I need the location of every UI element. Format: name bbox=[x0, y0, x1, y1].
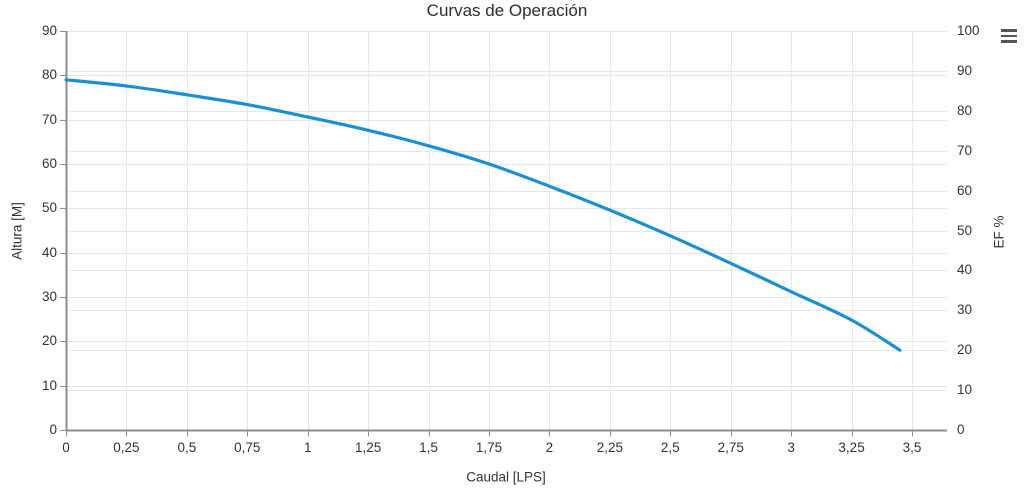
x-tick-label: 0 bbox=[62, 440, 70, 455]
left-y-tick-label: 60 bbox=[41, 156, 57, 171]
right-y-tick-label: 10 bbox=[957, 382, 973, 398]
x-tick-label: 2,5 bbox=[660, 440, 680, 455]
right-y-tick-label: 70 bbox=[957, 142, 973, 158]
chart-context-menu-button[interactable] bbox=[1001, 29, 1017, 43]
axes bbox=[60, 31, 947, 437]
series-line bbox=[64, 78, 902, 352]
right-axis-title: EF % bbox=[991, 215, 1007, 249]
x-tick-label: 3 bbox=[787, 440, 795, 455]
hamburger-icon bbox=[1001, 29, 1017, 43]
x-tick-label: 3,5 bbox=[902, 440, 922, 455]
chart-title: Curvas de Operación bbox=[426, 1, 588, 20]
x-tick-label: 2,25 bbox=[596, 440, 623, 455]
x-tick-label: 0,5 bbox=[177, 440, 197, 455]
right-y-tick-label: 0 bbox=[957, 422, 965, 437]
right-y-tick-label: 30 bbox=[957, 302, 973, 318]
right-y-tick-label: 50 bbox=[957, 222, 973, 238]
left-y-tick-label: 0 bbox=[49, 422, 57, 437]
x-tick-label: 1,5 bbox=[419, 440, 438, 455]
left-y-tick-label: 30 bbox=[41, 289, 57, 304]
x-tick-label: 2 bbox=[545, 440, 554, 455]
right-y-tick-label: 40 bbox=[957, 262, 973, 278]
x-tick-label: 1 bbox=[303, 440, 312, 455]
x-tick-label: 0,75 bbox=[234, 440, 261, 455]
x-tick-label: 3,25 bbox=[838, 440, 865, 455]
x-tick-label: 2,75 bbox=[717, 440, 744, 455]
left-y-tick-label: 50 bbox=[41, 200, 57, 216]
left-y-tick-label: 20 bbox=[41, 333, 57, 349]
right-y-tick-label: 60 bbox=[957, 182, 973, 198]
x-tick-label: 1,25 bbox=[355, 440, 382, 455]
right-y-tick-label: 80 bbox=[957, 102, 973, 118]
x-tick-label: 1,75 bbox=[475, 440, 503, 455]
left-y-tick-label: 90 bbox=[41, 23, 57, 38]
right-y-tick-label: 90 bbox=[957, 62, 973, 78]
x-tick-label: 0,25 bbox=[113, 440, 140, 455]
left-y-tick-label: 70 bbox=[41, 111, 57, 127]
grid-lines bbox=[66, 31, 947, 430]
left-y-tick-label: 40 bbox=[41, 244, 57, 260]
right-y-tick-label: 100 bbox=[957, 23, 980, 38]
right-y-tick-label: 20 bbox=[957, 342, 973, 358]
left-y-tick-label: 80 bbox=[41, 67, 57, 83]
x-axis-title: Caudal [LPS] bbox=[466, 469, 546, 485]
left-y-tick-label: 10 bbox=[41, 377, 57, 393]
